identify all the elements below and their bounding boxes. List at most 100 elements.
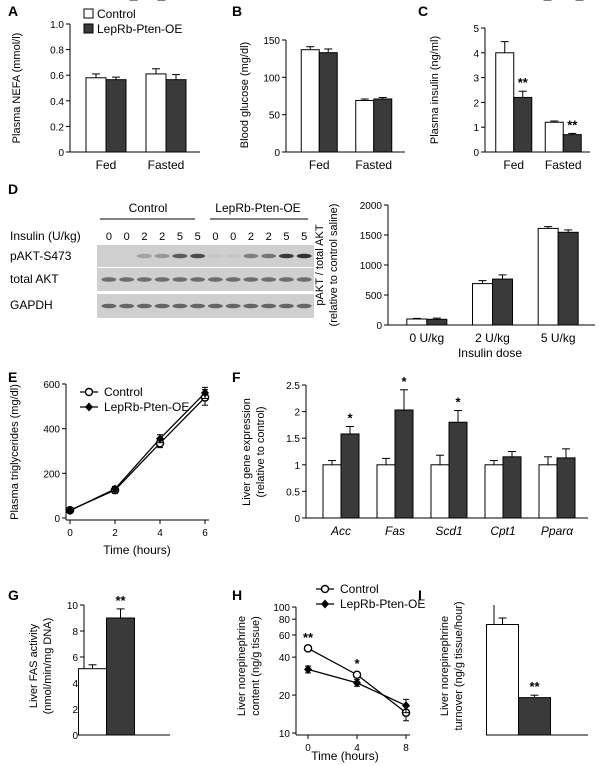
blot-band [296, 253, 312, 259]
y-axis-title-i: Liver norepinephrine [439, 616, 451, 716]
blot-band [207, 277, 223, 282]
blot-band [207, 303, 223, 309]
blot-band [278, 253, 294, 259]
blot-dose-label: 0 [106, 231, 112, 243]
blot-band [154, 277, 170, 282]
blot-dose-label: 5 [177, 231, 183, 243]
blot-dose-label: 5 [283, 231, 289, 243]
panel-label-a: A [8, 3, 18, 19]
legend-marker-control [84, 387, 94, 397]
y-tick-label-c: 5 [473, 24, 479, 35]
blot-dose-label: 0 [230, 231, 236, 243]
y-tick-label-g: 0 [72, 731, 78, 742]
significance-h: * [354, 656, 360, 671]
y-tick-label-h: 10 [279, 729, 291, 740]
significance-i: ** [529, 679, 540, 694]
blot-band [296, 277, 312, 282]
y-tick-label-g: 4 [72, 679, 78, 690]
panel-label-i: I [418, 587, 422, 603]
bar-d-2-1 [557, 231, 579, 326]
chart-b: 0 50 100 150 Fed Fasted [263, 36, 405, 172]
chart-f: 0 0.5 1 1.5 2 2.5 * Acc * Fas * Scd1 Cpt1 Pparα [286, 374, 588, 538]
x-tick-label-h: 8 [403, 743, 409, 754]
x-tick-label-e: 2 [112, 528, 118, 539]
panel-label-c: C [418, 3, 428, 19]
significance-f: * [455, 395, 461, 410]
blot-dose-label: 2 [266, 231, 272, 243]
y-tick-label-e: 600 [43, 380, 60, 391]
blot-band [119, 303, 135, 309]
data-point-e-1-2 [156, 434, 164, 444]
legend-marker-treated [85, 402, 93, 412]
y-tick-label-h: 40 [279, 653, 291, 664]
blot-band [154, 303, 170, 309]
x-tick-label-f: Pparα [541, 524, 574, 538]
y-tick-label-h: 100 [273, 603, 290, 614]
data-point-e-1-3 [201, 388, 209, 398]
legend-label-control: Control [97, 7, 136, 21]
data-point-e-1-1 [111, 484, 119, 494]
x-tick-label-f: Acc [330, 524, 351, 538]
x-tick-label-b: Fasted [355, 158, 392, 172]
y-tick-label-f: 1.5 [286, 434, 300, 445]
x-axis-title-d: Insulin dose [458, 346, 522, 360]
x-tick-label-d: 2 U/kg [475, 331, 510, 345]
data-point-h-0-1 [352, 670, 362, 680]
blot-band [154, 253, 170, 259]
blot-band [136, 303, 152, 309]
blot-band [172, 253, 188, 259]
y-tick-label-f: 1 [294, 461, 300, 472]
y-tick-label-a: 0.4 [50, 97, 64, 108]
bar-f-0-0 [322, 464, 342, 519]
y-tick-label-c: 0 [473, 148, 479, 159]
blot-band [190, 303, 206, 309]
bar-i-0-0 [486, 624, 519, 736]
y-tick-label-g: 8 [72, 627, 78, 638]
blot-dose-label: 0 [124, 231, 130, 243]
bar-i-0-1 [518, 697, 551, 736]
x-tick-label-d: 5 U/kg [541, 331, 576, 345]
bar-d-0-0 [406, 318, 428, 326]
y-tick-label-g: 10 [67, 601, 79, 612]
bar-d-0-1 [426, 318, 448, 326]
chart-a: 0 0.2 0.4 0.6 0.8 1.0 Fed Fasted [50, 20, 200, 172]
y-axis-title-h-line2: content (ng/g tissue) [250, 616, 262, 716]
bar-f-1-0 [376, 464, 396, 519]
bar-a-0-0 [85, 77, 107, 153]
blot-group-control: Control [129, 201, 168, 215]
y-axis-title-a: Plasma NEFA (mmol/l) [11, 33, 23, 144]
blot-band [136, 277, 152, 282]
y-tick-label-a: 0.2 [50, 122, 64, 133]
blot-dose-label: 5 [195, 231, 201, 243]
y-tick-label-d: 2000 [360, 201, 383, 212]
y-axis-title-e: Plasma triglycerides (mg/dl) [9, 384, 21, 520]
y-tick-label-f: 0.5 [286, 487, 300, 498]
bar-c-0-0 [495, 52, 515, 153]
legend-marker-treated [321, 599, 329, 609]
x-tick-label-h: 0 [305, 743, 311, 754]
y-axis-title-h: Liver norepinephrine [236, 616, 248, 716]
significance-c: ** [518, 75, 529, 90]
significance-g: ** [115, 593, 126, 608]
y-tick-label-e: 200 [43, 469, 60, 480]
y-tick-label-h: 20 [279, 691, 291, 702]
y-axis-title-i-line2: turnover (ng/g tissue/hour) [453, 601, 465, 730]
panel-label-b: B [232, 3, 242, 19]
bar-f-3-0 [484, 464, 504, 519]
blot-band [101, 277, 117, 282]
blot-band [243, 303, 259, 309]
blot-band [225, 253, 241, 259]
blot-band [261, 303, 277, 309]
bar-f-2-0 [430, 464, 450, 519]
blot-band [136, 253, 152, 259]
y-axis-title-f-line2: (relative to control) [255, 406, 267, 497]
x-tick-label-f: Fas [385, 524, 405, 538]
panel-label-f: F [232, 369, 241, 385]
y-tick-label-f: 2 [294, 408, 300, 419]
y-tick-label-f: 0 [294, 514, 300, 525]
y-tick-label-c: 1 [473, 123, 479, 134]
panel-label-h: H [232, 587, 242, 603]
